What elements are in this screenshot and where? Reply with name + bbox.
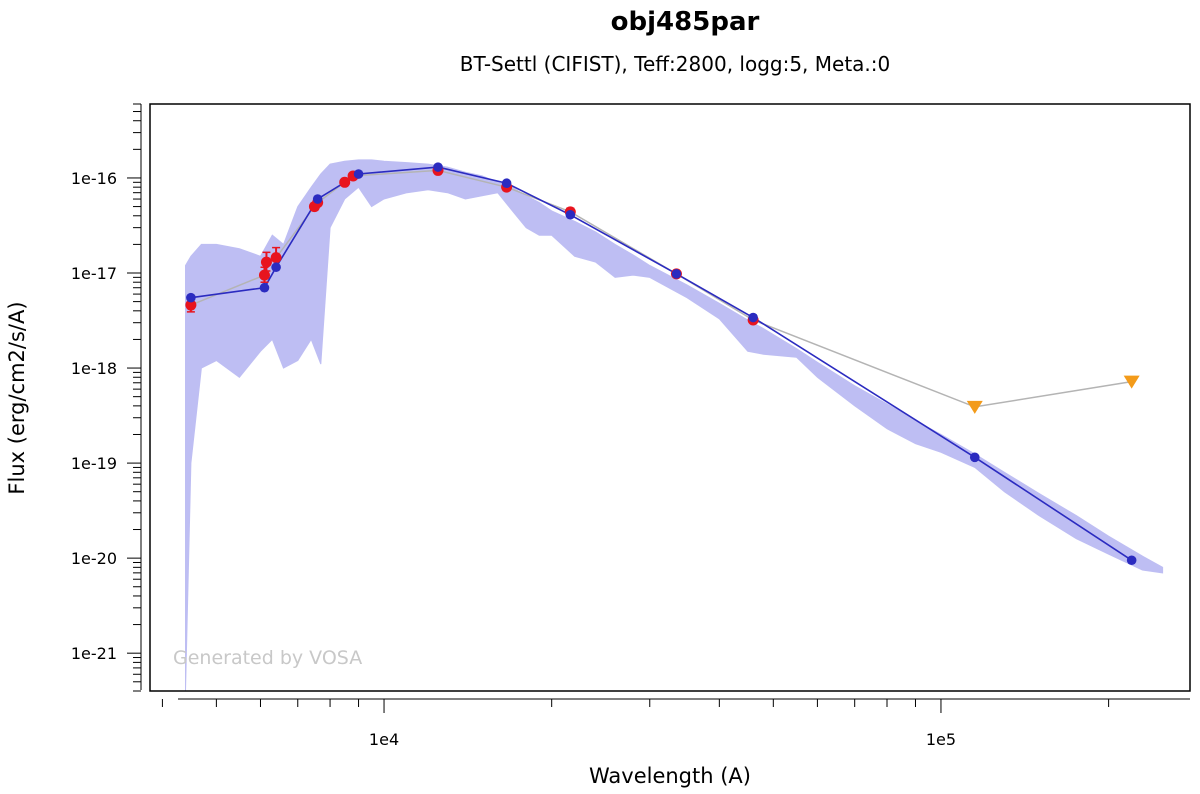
y-tick-label: 1e-17 [71, 264, 117, 283]
upper-limit-marker [1123, 375, 1140, 389]
model-point [259, 282, 270, 293]
model-point [671, 269, 682, 279]
model-point [565, 209, 576, 220]
y-tick-label: 1e-18 [71, 359, 117, 378]
model-photometry-line [190, 166, 1133, 561]
y-tick-label: 1e-21 [71, 644, 117, 663]
x-tick-label: 1e4 [369, 730, 399, 749]
model-point [271, 262, 281, 273]
observed-point [185, 299, 197, 311]
model-spectrum-area [185, 159, 1164, 692]
model-point [312, 194, 323, 204]
model-point [353, 169, 364, 179]
x-axis-label: Wavelength (A) [589, 764, 751, 788]
plot-frame [149, 103, 1191, 692]
model-point [748, 312, 758, 323]
upper-limit-marker [966, 400, 983, 414]
chart-subtitle: BT-Settl (CIFIST), Teff:2800, logg:5, Me… [460, 52, 891, 76]
y-tick-label: 1e-16 [71, 169, 117, 188]
observed-point [270, 252, 282, 264]
model-point [1126, 555, 1137, 566]
model-spectrum-band [185, 159, 1164, 692]
model-point [433, 162, 443, 172]
model-point [969, 452, 980, 463]
model-points [186, 162, 1137, 566]
y-tick-label: 1e-20 [71, 549, 117, 568]
model-point [501, 178, 512, 189]
y-axis-label: Flux (erg/cm2/s/A) [5, 301, 29, 494]
observed-point [260, 256, 272, 268]
x-tick-label: 1e5 [926, 730, 956, 749]
y-axis: 1e-16 1e-17 1e-18 1e-19 1e-20 1e-21 [71, 103, 142, 692]
x-axis: 1e4 1e5 [161, 698, 1190, 749]
chart-title: obj485par [611, 7, 760, 37]
observed-point [258, 269, 270, 281]
model-line [190, 166, 1133, 561]
upper-limit-points [966, 375, 1140, 414]
y-tick-label: 1e-19 [71, 454, 117, 473]
model-point [186, 292, 196, 303]
watermark: Generated by VOSA [173, 647, 362, 669]
observed-point [339, 176, 351, 188]
